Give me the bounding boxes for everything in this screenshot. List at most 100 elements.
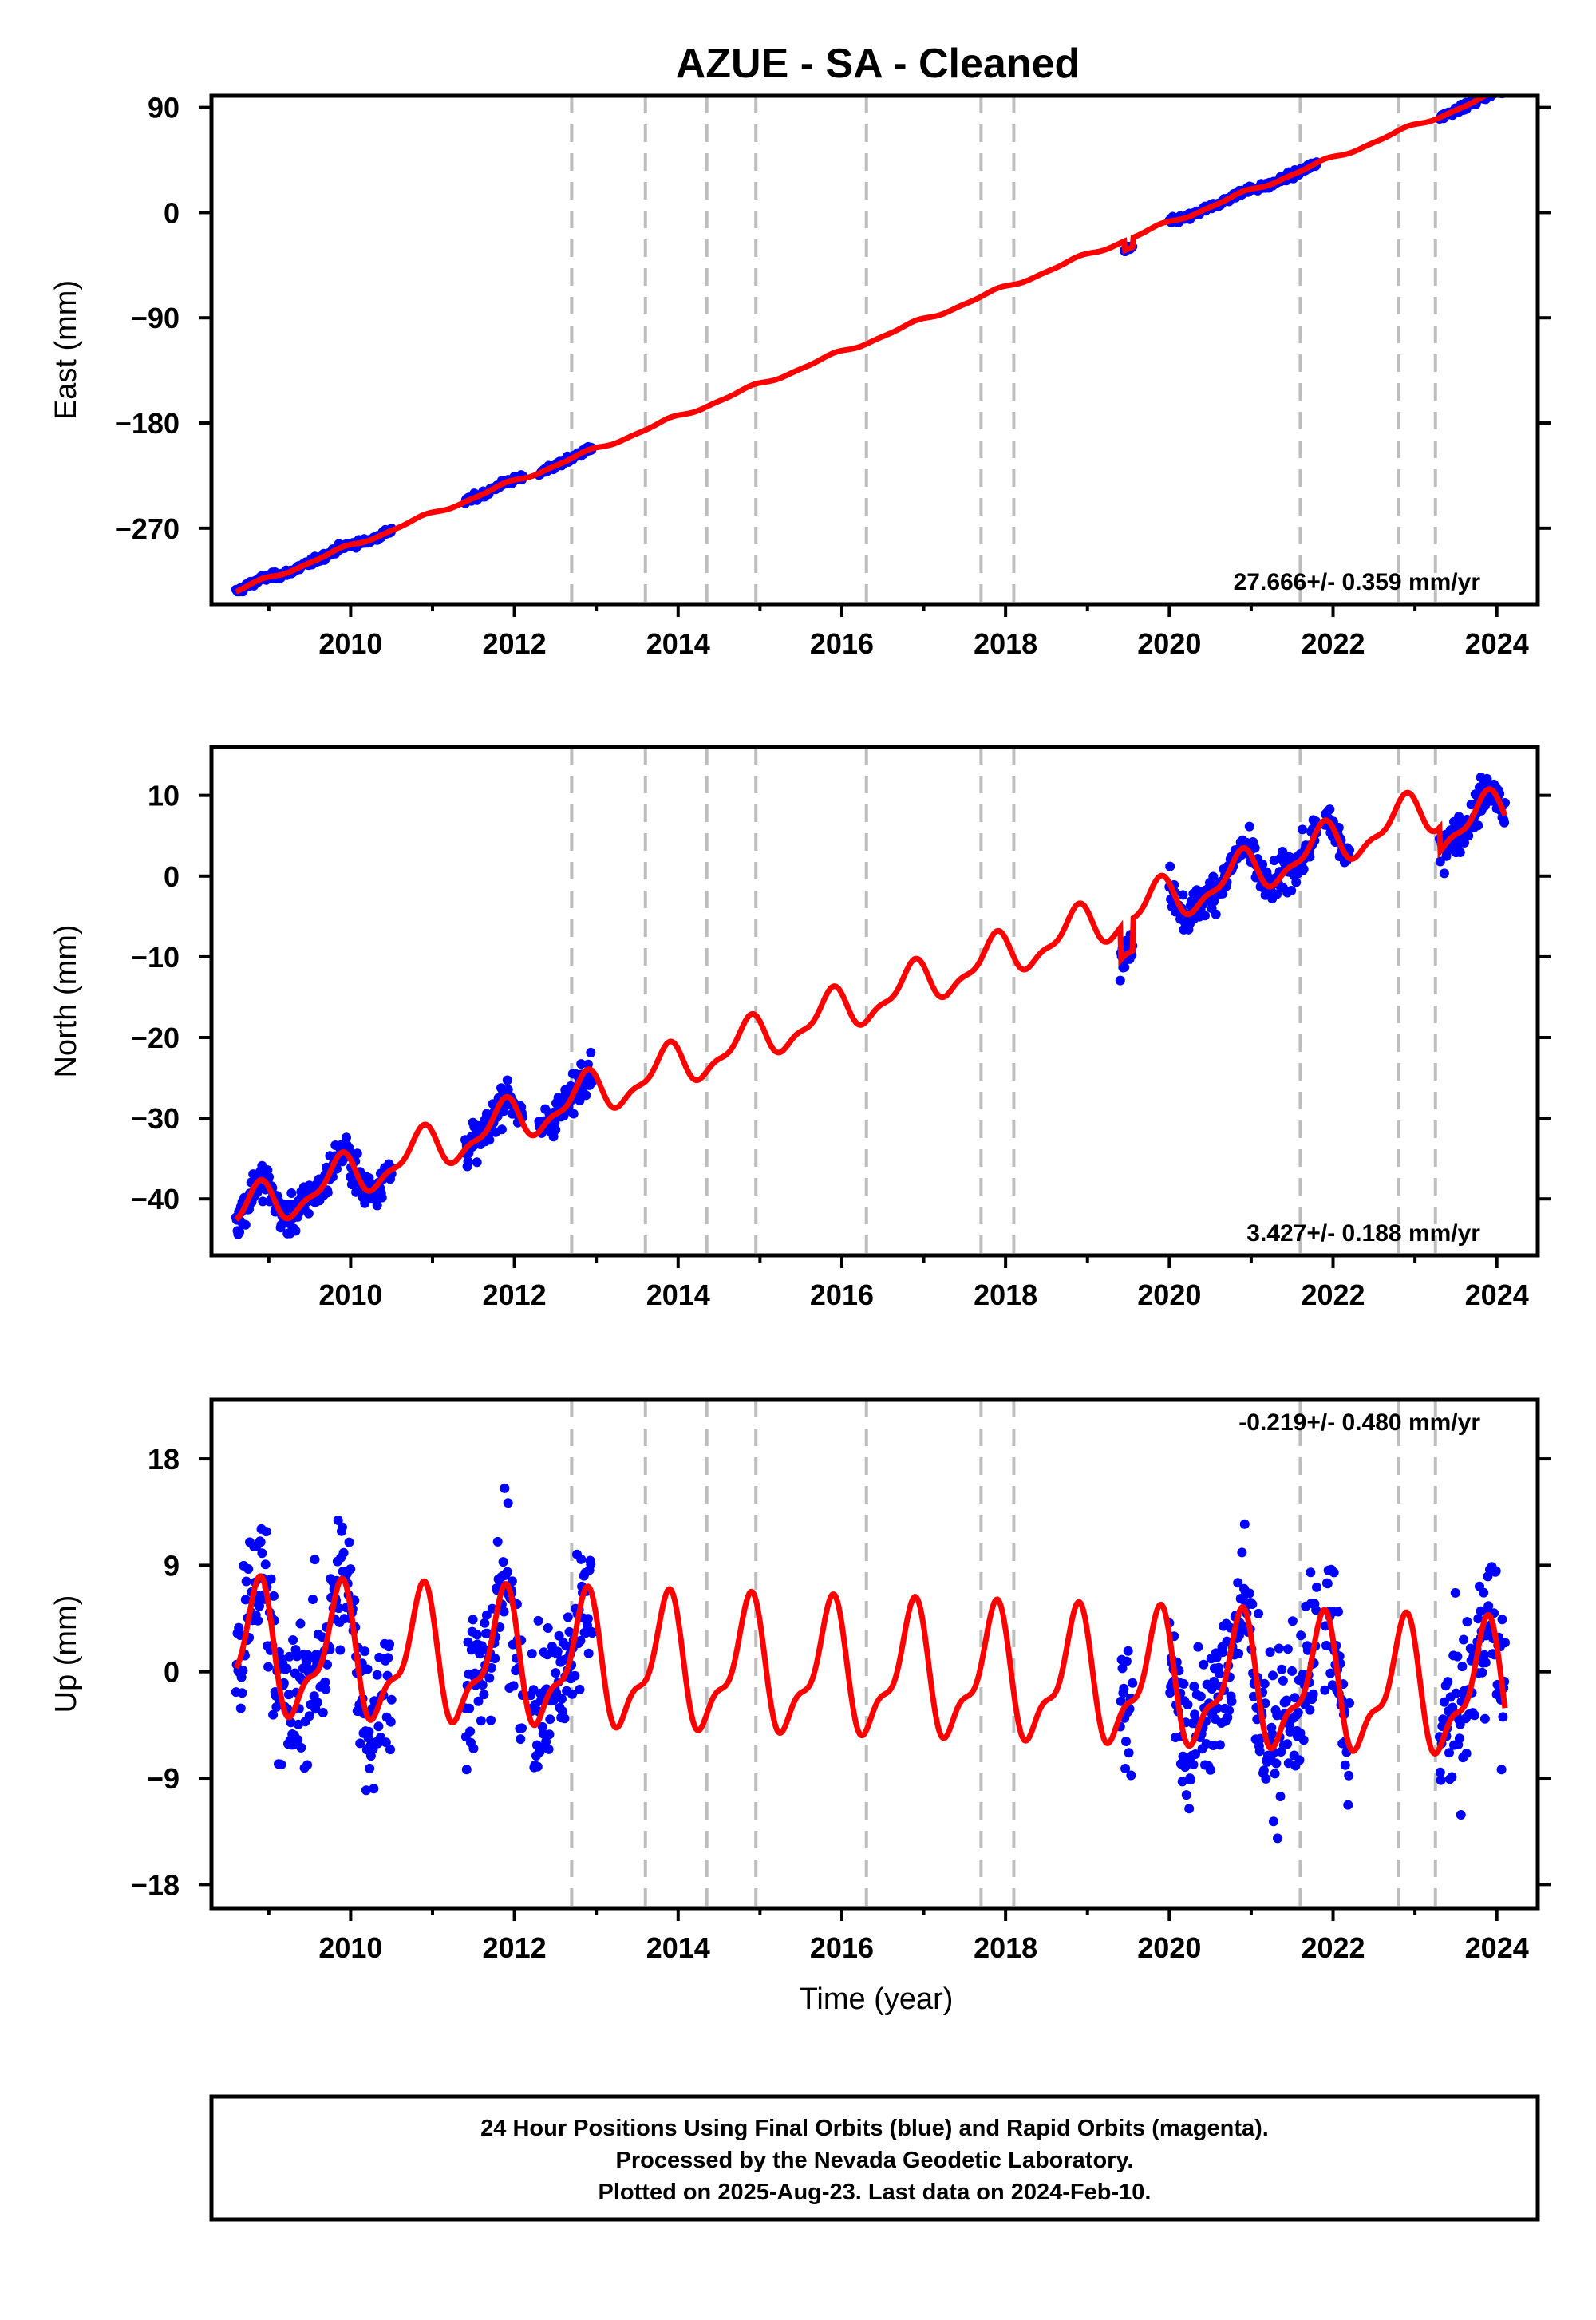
data-point bbox=[548, 1695, 559, 1705]
data-point bbox=[576, 1554, 587, 1564]
data-point bbox=[1123, 1646, 1133, 1656]
data-point bbox=[1199, 1659, 1209, 1670]
data-point bbox=[476, 1716, 486, 1726]
data-point bbox=[586, 1559, 596, 1570]
data-point bbox=[484, 1135, 495, 1145]
data-point bbox=[502, 1567, 512, 1577]
data-point bbox=[1177, 1777, 1187, 1787]
data-point bbox=[303, 1208, 314, 1219]
data-point bbox=[543, 1744, 554, 1754]
data-point bbox=[484, 1673, 495, 1683]
model-curve bbox=[234, 786, 1508, 1222]
y-tick-label: 0 bbox=[164, 196, 180, 229]
data-point bbox=[1265, 1647, 1275, 1658]
data-point bbox=[238, 1666, 248, 1676]
data-point bbox=[381, 1737, 391, 1748]
data-point bbox=[1491, 1566, 1501, 1576]
y-tick-label: −10 bbox=[131, 941, 180, 974]
data-point bbox=[1178, 890, 1188, 900]
data-point bbox=[1287, 1616, 1298, 1626]
y-tick-label: −180 bbox=[115, 407, 180, 440]
data-point bbox=[310, 1555, 320, 1565]
data-point bbox=[1258, 860, 1268, 869]
data-point bbox=[581, 1090, 591, 1101]
data-point bbox=[463, 1156, 473, 1167]
data-point bbox=[1277, 1664, 1287, 1674]
data-point bbox=[1345, 1698, 1354, 1708]
data-point bbox=[1293, 1707, 1303, 1717]
data-point bbox=[369, 1784, 379, 1794]
x-tick-label: 2024 bbox=[1465, 627, 1529, 660]
data-point bbox=[243, 1564, 254, 1574]
data-point bbox=[344, 1537, 354, 1547]
data-point bbox=[333, 1515, 343, 1525]
data-point bbox=[1119, 1683, 1129, 1694]
data-point bbox=[1482, 773, 1492, 784]
data-point bbox=[361, 1785, 371, 1796]
x-tick-label: 2022 bbox=[1301, 1279, 1365, 1311]
data-point bbox=[473, 1696, 484, 1706]
data-point bbox=[1479, 1713, 1490, 1724]
data-point bbox=[1436, 1775, 1446, 1785]
data-point bbox=[1120, 962, 1130, 972]
data-point bbox=[567, 1689, 577, 1699]
footer-box: 24 Hour Positions Using Final Orbits (bl… bbox=[209, 2094, 1540, 2222]
data-point bbox=[1282, 1695, 1292, 1705]
data-point bbox=[1455, 848, 1465, 857]
data-point bbox=[468, 1615, 478, 1625]
data-point bbox=[541, 1737, 551, 1747]
data-point bbox=[1186, 1775, 1195, 1785]
data-point bbox=[1476, 1606, 1486, 1616]
data-point bbox=[564, 1626, 575, 1637]
data-point bbox=[1499, 85, 1508, 94]
x-tick-label: 2014 bbox=[646, 1931, 710, 1964]
data-point bbox=[1181, 1790, 1191, 1800]
data-point bbox=[1451, 1688, 1461, 1698]
data-point bbox=[1183, 1700, 1193, 1710]
data-point bbox=[261, 1527, 271, 1537]
x-tick-label: 2022 bbox=[1301, 627, 1365, 660]
data-point bbox=[1184, 1804, 1195, 1814]
data-point bbox=[500, 1483, 510, 1493]
x-tick-label: 2020 bbox=[1137, 627, 1201, 660]
data-point bbox=[1443, 1677, 1453, 1687]
data-point bbox=[1208, 871, 1219, 882]
data-point bbox=[293, 1734, 303, 1745]
data-point bbox=[257, 1548, 267, 1559]
data-point bbox=[268, 1709, 279, 1720]
y-tick-label: −40 bbox=[131, 1183, 180, 1215]
footer-line-2: Processed by the Nevada Geodetic Laborat… bbox=[616, 2148, 1134, 2173]
data-point bbox=[237, 1688, 247, 1698]
data-point bbox=[322, 1188, 333, 1198]
data-point bbox=[1340, 1760, 1350, 1770]
data-point bbox=[308, 1595, 318, 1604]
data-point bbox=[1469, 1710, 1479, 1721]
data-point bbox=[508, 1681, 519, 1691]
data-point bbox=[1215, 1740, 1225, 1750]
data-point bbox=[385, 1639, 395, 1650]
x-axis-label: Time (year) bbox=[800, 1982, 954, 2016]
up-panel: 2010 2012 2014 2016 2018 2020 2022 2024 18 9 0 −9 −1… bbox=[49, 1397, 1551, 1964]
data-point bbox=[1308, 1689, 1318, 1699]
data-point bbox=[1439, 868, 1449, 879]
data-point bbox=[1237, 1547, 1247, 1558]
data-point bbox=[1268, 1670, 1278, 1681]
data-point bbox=[1195, 1691, 1206, 1701]
data-point bbox=[385, 1745, 395, 1755]
data-point bbox=[1209, 1677, 1219, 1686]
data-point bbox=[503, 1498, 513, 1508]
data-point bbox=[346, 1564, 356, 1575]
data-point bbox=[295, 1618, 306, 1629]
data-point bbox=[1218, 1647, 1228, 1658]
data-point bbox=[479, 1690, 489, 1700]
data-point bbox=[355, 1738, 365, 1749]
data-point bbox=[463, 1637, 473, 1647]
data-point bbox=[386, 1694, 397, 1705]
data-point bbox=[552, 1646, 563, 1657]
data-point bbox=[1461, 1749, 1472, 1759]
footer-line-1: 24 Hour Positions Using Final Orbits (bl… bbox=[480, 2116, 1269, 2141]
data-point bbox=[1128, 1678, 1138, 1688]
data-point bbox=[1447, 1772, 1457, 1782]
data-point bbox=[1254, 1608, 1263, 1618]
data-point bbox=[263, 1662, 274, 1672]
